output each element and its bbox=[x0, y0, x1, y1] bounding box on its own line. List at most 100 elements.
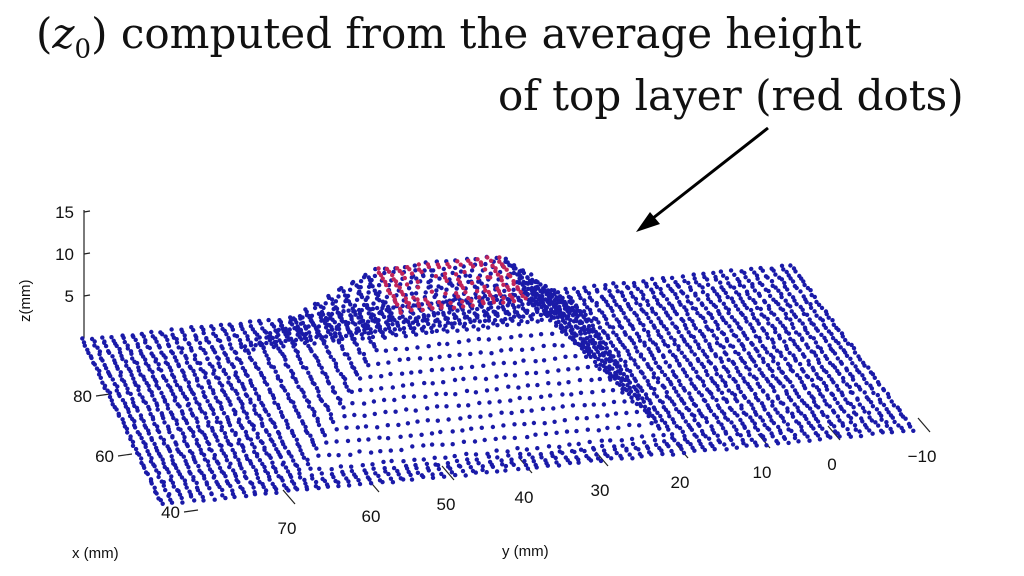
blue-point bbox=[266, 361, 272, 366]
blue-point bbox=[120, 333, 125, 338]
blue-point bbox=[782, 339, 787, 344]
blue-point bbox=[664, 394, 670, 399]
blue-point bbox=[354, 283, 359, 288]
blue-point bbox=[752, 421, 757, 426]
blue-point bbox=[468, 465, 473, 470]
blue-point bbox=[419, 326, 425, 332]
blue-point bbox=[527, 396, 532, 401]
blue-point bbox=[456, 301, 462, 306]
blue-point bbox=[790, 384, 795, 389]
blue-point bbox=[649, 306, 655, 311]
blue-point bbox=[205, 356, 210, 361]
blue-point bbox=[350, 336, 355, 341]
y-tick bbox=[441, 465, 455, 481]
blue-point bbox=[539, 317, 544, 322]
blue-point bbox=[837, 418, 842, 423]
blue-point bbox=[306, 330, 312, 335]
blue-point bbox=[807, 317, 812, 322]
blue-point bbox=[689, 412, 695, 417]
blue-point bbox=[762, 298, 767, 304]
blue-point bbox=[813, 353, 819, 358]
blue-point bbox=[533, 370, 539, 376]
blue-point bbox=[651, 371, 657, 376]
blue-point bbox=[670, 369, 676, 374]
blue-point bbox=[128, 349, 134, 354]
blue-point bbox=[739, 342, 744, 347]
blue-point bbox=[273, 369, 278, 374]
blue-point bbox=[165, 424, 171, 429]
blue-point bbox=[862, 376, 867, 382]
blue-point bbox=[516, 322, 522, 327]
blue-point bbox=[367, 335, 372, 341]
blue-point bbox=[306, 343, 311, 349]
blue-point bbox=[582, 298, 587, 303]
blue-point bbox=[591, 402, 596, 407]
blue-point bbox=[262, 445, 267, 450]
blue-point bbox=[721, 273, 726, 278]
blue-point bbox=[566, 380, 571, 385]
blue-point bbox=[660, 276, 666, 281]
blue-point bbox=[641, 292, 646, 298]
blue-point bbox=[765, 425, 770, 431]
blue-point bbox=[124, 363, 129, 368]
blue-point bbox=[730, 391, 735, 396]
blue-point bbox=[451, 312, 457, 317]
blue-point bbox=[543, 283, 548, 289]
blue-point bbox=[598, 344, 603, 349]
blue-point bbox=[757, 335, 762, 341]
blue-point bbox=[443, 391, 448, 397]
blue-point bbox=[765, 363, 771, 368]
blue-point bbox=[409, 275, 414, 280]
blue-point bbox=[585, 427, 590, 432]
blue-point bbox=[304, 398, 310, 403]
blue-point bbox=[273, 328, 278, 333]
red-point bbox=[404, 282, 410, 287]
red-point bbox=[444, 278, 449, 284]
blue-point bbox=[785, 302, 790, 307]
blue-point bbox=[468, 351, 473, 357]
blue-point bbox=[631, 280, 637, 286]
blue-point bbox=[727, 374, 732, 379]
blue-point bbox=[550, 315, 555, 320]
blue-point bbox=[868, 370, 874, 375]
blue-point bbox=[731, 424, 737, 429]
blue-point bbox=[799, 367, 805, 372]
blue-point bbox=[774, 438, 779, 444]
blue-point bbox=[801, 311, 807, 317]
blue-point bbox=[676, 344, 681, 349]
blue-point bbox=[848, 371, 853, 377]
blue-point bbox=[670, 352, 676, 358]
blue-point bbox=[316, 453, 321, 458]
blue-point bbox=[131, 400, 136, 405]
red-point bbox=[468, 261, 473, 266]
blue-point bbox=[360, 336, 365, 341]
blue-point bbox=[700, 445, 705, 450]
blue-point bbox=[723, 320, 729, 326]
blue-point bbox=[388, 448, 393, 453]
blue-point bbox=[762, 422, 767, 428]
blue-point bbox=[247, 419, 252, 425]
blue-point bbox=[455, 308, 460, 313]
blue-point bbox=[354, 297, 360, 302]
blue-point bbox=[521, 314, 526, 319]
blue-point bbox=[857, 429, 862, 434]
blue-point bbox=[373, 329, 378, 334]
blue-point bbox=[325, 349, 331, 354]
blue-point bbox=[273, 424, 278, 430]
blue-point bbox=[310, 380, 315, 385]
y-tick-label: 20 bbox=[671, 473, 690, 492]
red-point bbox=[482, 284, 487, 289]
blue-point bbox=[341, 374, 346, 380]
blue-point bbox=[516, 304, 521, 309]
blue-point bbox=[875, 380, 881, 385]
blue-point bbox=[667, 349, 673, 354]
blue-point bbox=[233, 370, 238, 375]
blue-point bbox=[570, 403, 576, 408]
blue-point bbox=[460, 428, 465, 433]
blue-point bbox=[403, 317, 408, 322]
blue-point bbox=[533, 279, 539, 284]
blue-point bbox=[780, 323, 786, 328]
blue-point bbox=[314, 334, 319, 340]
blue-point bbox=[799, 398, 805, 403]
blue-point bbox=[838, 345, 843, 350]
